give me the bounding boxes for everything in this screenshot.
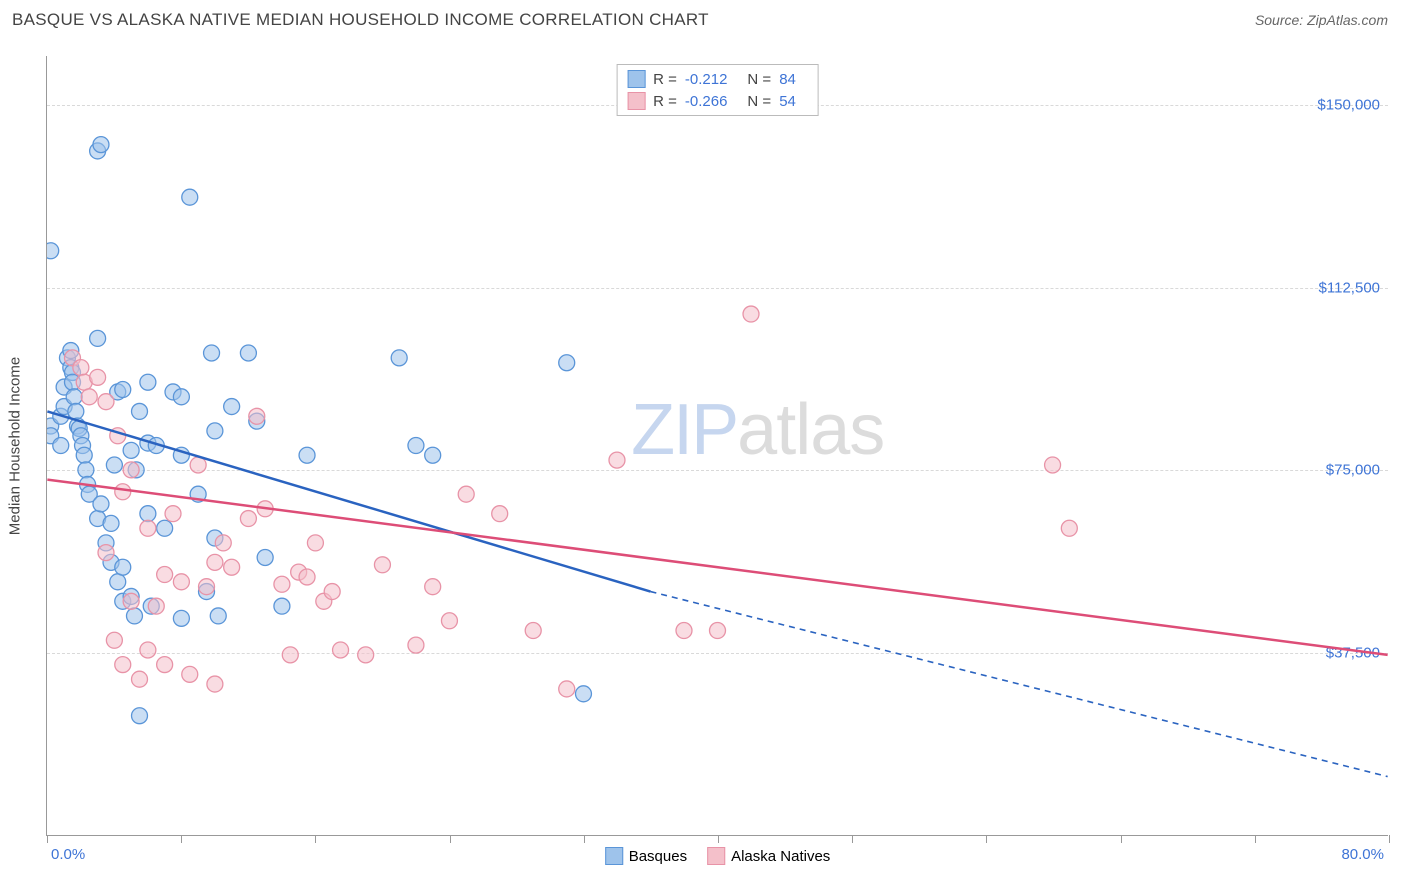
legend-label-0: Basques [629, 848, 687, 865]
swatch-series-0 [627, 70, 645, 88]
y-axis-label: Median Household Income [7, 356, 24, 534]
r-value-0: -0.212 [685, 71, 728, 88]
n-value-0: 84 [779, 71, 796, 88]
x-axis-min-label: 0.0% [51, 846, 85, 863]
n-value-1: 54 [779, 93, 796, 110]
legend-label-1: Alaska Natives [731, 848, 830, 865]
regression-line-extrapolated [650, 592, 1387, 777]
regression-line [47, 411, 650, 591]
correlation-legend-row-1: R = -0.266 N = 54 [627, 90, 808, 112]
legend-swatch-0 [605, 847, 623, 865]
n-label: N = [747, 93, 771, 110]
series-legend: Basques Alaska Natives [605, 847, 831, 865]
legend-item-1: Alaska Natives [707, 847, 830, 865]
chart-header: BASQUE VS ALASKA NATIVE MEDIAN HOUSEHOLD… [0, 0, 1406, 36]
legend-swatch-1 [707, 847, 725, 865]
source-label: Source: ZipAtlas.com [1255, 12, 1388, 28]
regression-line [47, 480, 1387, 655]
n-label: N = [747, 71, 771, 88]
correlation-legend: R = -0.212 N = 84 R = -0.266 N = 54 [616, 64, 819, 116]
chart-title: BASQUE VS ALASKA NATIVE MEDIAN HOUSEHOLD… [12, 10, 709, 30]
chart-plot-area: Median Household Income $37,500$75,000$1… [46, 56, 1388, 836]
regression-lines-layer [47, 56, 1388, 835]
r-label: R = [653, 93, 677, 110]
correlation-legend-row-0: R = -0.212 N = 84 [627, 68, 808, 90]
legend-item-0: Basques [605, 847, 687, 865]
r-label: R = [653, 71, 677, 88]
x-axis-max-label: 80.0% [1341, 846, 1384, 863]
swatch-series-1 [627, 92, 645, 110]
r-value-1: -0.266 [685, 93, 728, 110]
